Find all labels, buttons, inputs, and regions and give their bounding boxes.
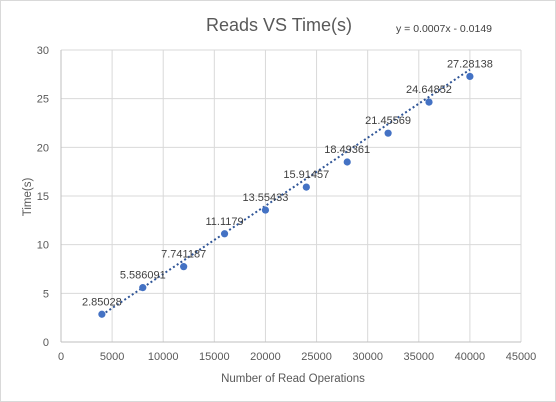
x-tick-label: 20000 <box>250 351 281 363</box>
data-point <box>139 284 147 292</box>
trendline <box>101 68 471 316</box>
data-point <box>302 183 310 191</box>
data-point <box>261 206 270 214</box>
trendline-layer <box>101 68 471 316</box>
data-point <box>343 158 351 166</box>
data-points <box>98 72 474 318</box>
data-point <box>98 310 106 318</box>
x-tick-label: 30000 <box>352 351 383 363</box>
y-tick-label: 20 <box>37 142 49 154</box>
y-tick-label: 5 <box>43 288 49 300</box>
data-label: 13.55433 <box>242 192 288 204</box>
x-tick-label: 5000 <box>100 351 124 363</box>
data-label: 7.741187 <box>161 249 206 261</box>
data-label: 21.45569 <box>365 115 411 127</box>
data-label: 24.64852 <box>406 84 452 96</box>
x-tick-label: 40000 <box>455 351 486 363</box>
data-label: 18.49361 <box>324 144 370 156</box>
x-tick-label: 25000 <box>301 351 332 363</box>
data-point <box>466 72 474 81</box>
data-point <box>384 129 392 137</box>
trendline-equation: y = 0.0007x - 0.0149 <box>396 23 492 35</box>
data-label: 27.28138 <box>447 58 493 70</box>
x-tick-label: 45000 <box>506 351 537 363</box>
y-tick-label: 30 <box>37 45 49 57</box>
axes: 0 5 10 15 20 25 30 0 5000 10000 15000 20000 25000 300… <box>37 45 537 363</box>
y-tick-label: 25 <box>37 94 49 106</box>
data-label: 15.91457 <box>283 169 329 181</box>
data-point <box>180 263 188 271</box>
y-tick-label: 0 <box>43 337 49 349</box>
x-tick-label: 35000 <box>403 351 434 363</box>
data-label: 11.1179 <box>205 216 243 228</box>
y-tick-label: 15 <box>37 191 49 203</box>
data-point <box>425 98 433 106</box>
y-tick-label: 10 <box>37 240 49 252</box>
y-axis-title: Time(s) <box>22 178 34 217</box>
data-labels: 2.85028 5.586091 7.741187 11.1179 13.55433 15… <box>82 58 493 308</box>
chart-title: Reads VS Time(s) <box>206 15 352 35</box>
x-tick-label: 10000 <box>148 351 179 363</box>
data-point <box>220 230 229 238</box>
x-axis-title: Number of Read Operations <box>221 373 365 385</box>
data-label: 2.85028 <box>82 296 122 308</box>
x-tick-label: 0 <box>58 351 64 363</box>
gridlines <box>61 49 522 342</box>
data-label: 5.586091 <box>120 270 166 282</box>
x-tick-label: 15000 <box>199 351 230 363</box>
